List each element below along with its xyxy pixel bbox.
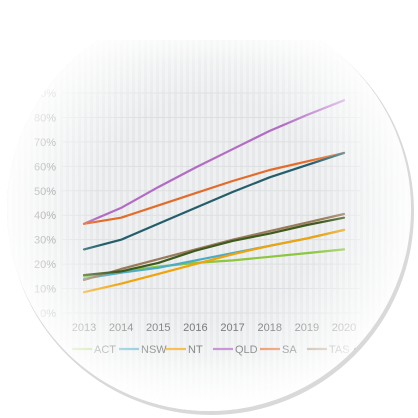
- edge-fade-radial: [7, 7, 411, 411]
